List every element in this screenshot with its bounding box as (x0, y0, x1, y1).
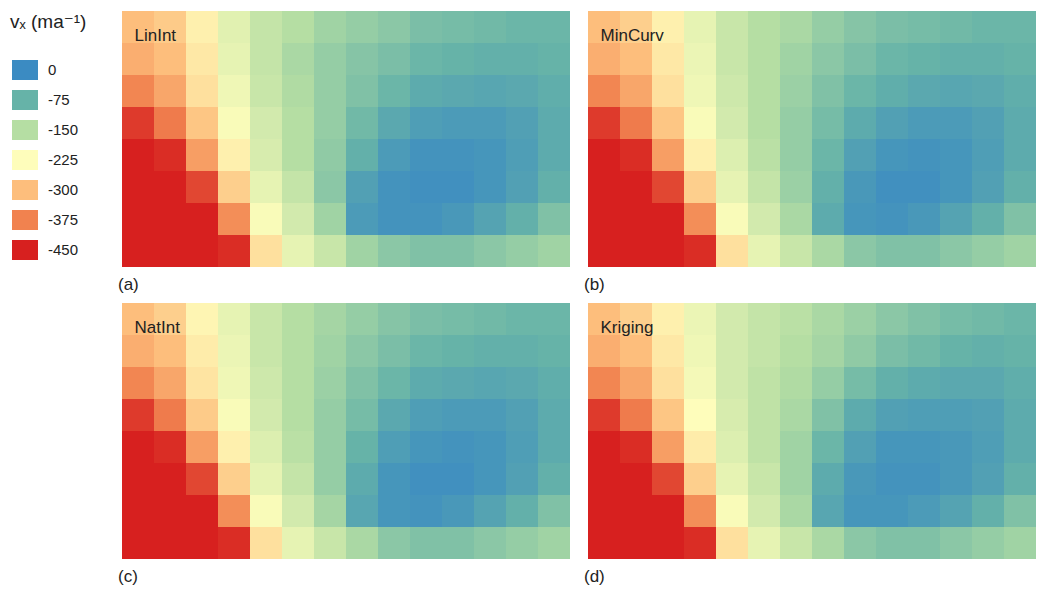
html-text:(b): (b) (584, 275, 605, 294)
html-text:-300: -300 (48, 181, 78, 198)
svg-text:LinInt: LinInt (135, 26, 177, 45)
html-text:(a): (a) (118, 275, 139, 294)
html-text:(d): (d) (584, 567, 605, 586)
html-text:(c): (c) (118, 567, 138, 586)
html-text:-150: -150 (48, 121, 78, 138)
html-text:vₓ (ma⁻¹): vₓ (ma⁻¹) (10, 11, 87, 32)
html-text:-450: -450 (48, 241, 78, 258)
svg-text:NatInt: NatInt (135, 318, 181, 337)
html-text:-225: -225 (48, 151, 78, 168)
html-text:-75: -75 (48, 91, 70, 108)
svg-text:Kriging: Kriging (601, 318, 654, 337)
html-text:0: 0 (48, 61, 57, 78)
svg-text:MinCurv: MinCurv (601, 26, 665, 45)
html-text:-375: -375 (48, 211, 78, 228)
